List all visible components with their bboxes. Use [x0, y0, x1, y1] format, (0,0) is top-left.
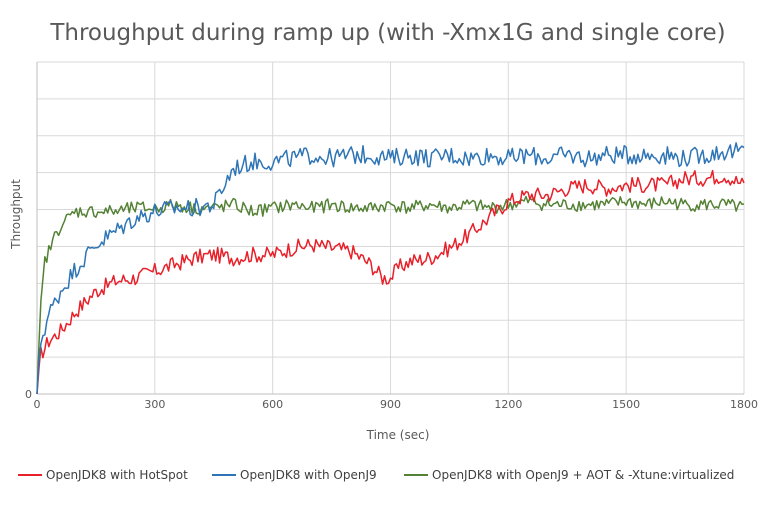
- x-tick-labels: 0 300 600 900 1200 1500 1800: [34, 398, 759, 411]
- chart-title: Throughput during ramp up (with -Xmx1G a…: [49, 20, 725, 46]
- legend-label: OpenJDK8 with OpenJ9: [240, 468, 377, 482]
- series-line: [36, 169, 745, 395]
- x-axis-label: Time (sec): [366, 428, 430, 442]
- x-tick-label: 300: [144, 398, 165, 411]
- axes: [36, 62, 744, 395]
- legend: OpenJDK8 with HotSpot OpenJDK8 with OpenJ…: [18, 468, 734, 482]
- y-tick-labels: 0: [25, 388, 32, 401]
- x-tick-label: 900: [380, 398, 401, 411]
- series-group: [36, 142, 745, 395]
- legend-label: OpenJDK8 with HotSpot: [46, 468, 188, 482]
- y-axis-label: Throughput: [9, 179, 23, 250]
- gridlines: [36, 61, 745, 395]
- y-tick-label: 0: [25, 388, 32, 401]
- legend-label: OpenJDK8 with OpenJ9 + AOT & -Xtune:virt…: [432, 468, 734, 482]
- x-tick-label: 1200: [494, 398, 522, 411]
- x-tick-label: 1800: [730, 398, 758, 411]
- x-tick-label: 600: [262, 398, 283, 411]
- x-tick-label: 1500: [612, 398, 640, 411]
- x-tick-label: 0: [34, 398, 41, 411]
- series-line: [36, 142, 745, 395]
